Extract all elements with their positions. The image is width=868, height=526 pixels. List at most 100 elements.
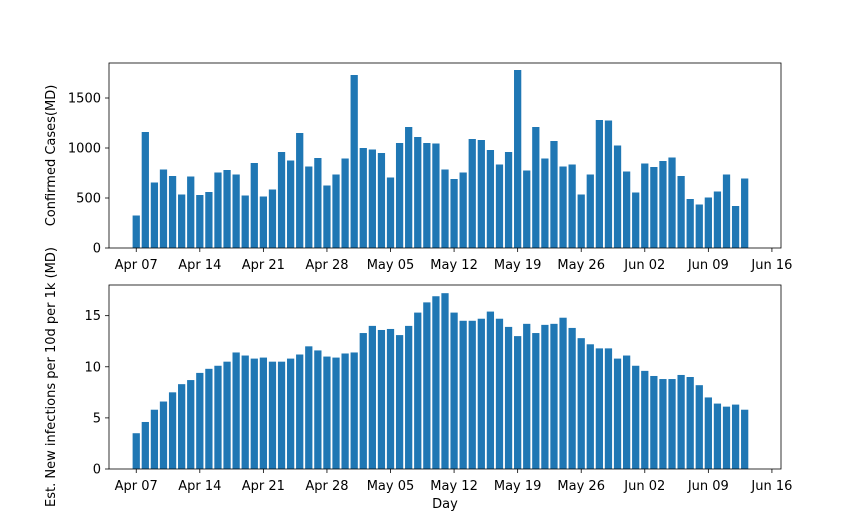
estimated-infections-bar (622, 355, 631, 469)
estimated-infections-bar (722, 406, 731, 469)
confirmed-cases-ylabel: Confirmed Cases(MD) (44, 85, 59, 227)
estimated-infections-bar (523, 323, 531, 469)
confirmed-cases-bar (504, 152, 513, 248)
estimated-infections-xlabel: Day (432, 497, 458, 512)
confirmed-cases-bar (232, 174, 240, 248)
confirmed-cases-bar (159, 169, 168, 248)
estimated-infections-bar (586, 344, 594, 469)
estimated-infections-bar (423, 302, 431, 469)
estimated-infections-bar (232, 352, 240, 469)
confirmed-cases-bar (704, 197, 712, 248)
confirmed-cases-x-tick-label: May 26 (557, 258, 605, 273)
confirmed-cases-x-tick-label: Jun 09 (687, 258, 729, 273)
estimated-infections-bar (277, 361, 286, 469)
estimated-infections-bar (150, 409, 159, 469)
confirmed-cases-bar (323, 185, 331, 248)
estimated-infections-bar (568, 327, 576, 469)
confirmed-cases-bar (541, 158, 549, 248)
confirmed-cases-bar (132, 215, 140, 248)
confirmed-cases-bar (377, 153, 386, 248)
estimated-infections-bar (541, 324, 549, 469)
estimated-infections-bar (441, 293, 449, 469)
estimated-infections-bar (686, 377, 694, 469)
estimated-infections-bar (405, 325, 413, 469)
estimated-infections-bar (223, 361, 231, 469)
estimated-infections-x-tick-label: Apr 07 (115, 479, 158, 494)
estimated-infections-bar (296, 354, 304, 469)
confirmed-cases-axes: Apr 07 Apr 14 Apr 21 Apr 28 May 05 May 12 May … (68, 62, 792, 273)
estimated-infections-bars (132, 293, 749, 469)
estimated-infections-bar (477, 318, 485, 469)
confirmed-cases-bar (359, 148, 367, 248)
estimated-infections-ylabel: Est. New infections per 10d per 1k (MD) (44, 247, 59, 507)
confirmed-cases-bar (259, 196, 268, 248)
estimated-infections-bar (196, 372, 204, 469)
confirmed-cases-bar (486, 150, 495, 248)
estimated-infections-bar (305, 346, 313, 469)
estimated-infections-bar (486, 311, 495, 469)
confirmed-cases-bar (659, 161, 667, 248)
confirmed-cases-bar (577, 194, 585, 248)
confirmed-cases-bar (550, 141, 558, 248)
estimated-infections-x-tick-label: Jun 16 (750, 479, 792, 494)
confirmed-cases-bar (277, 152, 286, 248)
confirmed-cases-x-tick-label: May 12 (430, 258, 478, 273)
estimated-infections-bar (323, 356, 331, 469)
confirmed-cases-bar (559, 166, 567, 248)
confirmed-cases-bar (305, 166, 313, 248)
confirmed-cases-bar (241, 195, 249, 248)
estimated-infections-bar (141, 421, 149, 469)
estimated-infections-bar (259, 357, 268, 469)
confirmed-cases-bar (314, 158, 322, 248)
estimated-infections-bar (632, 365, 640, 469)
confirmed-cases-bar (450, 179, 458, 248)
confirmed-cases-bar (713, 191, 722, 248)
confirmed-cases-bar (523, 170, 531, 248)
confirmed-cases-bar (722, 174, 731, 248)
estimated-infections-bar (713, 403, 722, 469)
confirmed-cases-bar (586, 174, 594, 248)
estimated-infections-x-tick-label: Jun 02 (623, 479, 665, 494)
confirmed-cases-bar (441, 169, 449, 248)
confirmed-cases-bar (332, 174, 340, 248)
estimated-infections-bar (205, 368, 213, 469)
estimated-infections-bar (604, 348, 613, 469)
confirmed-cases-x-tick-label: Apr 14 (178, 258, 221, 273)
confirmed-cases-bars (132, 70, 749, 248)
confirmed-cases-bar (604, 120, 613, 248)
estimated-infections-bar (359, 333, 367, 469)
estimated-infections-bar (432, 296, 440, 469)
confirmed-cases-bar (459, 172, 467, 248)
estimated-infections-y-tick-label: 15 (84, 309, 101, 324)
estimated-infections-x-tick-label: Apr 14 (178, 479, 221, 494)
confirmed-cases-x-tick-label: Jun 02 (623, 258, 665, 273)
confirmed-cases-y-tick-label: 500 (76, 192, 101, 207)
estimated-infections-bar (559, 317, 567, 469)
estimated-infections-x-tick-label: May 05 (367, 479, 415, 494)
estimated-infections-bar (377, 329, 386, 469)
estimated-infections-bar (668, 379, 676, 469)
estimated-infections-bar (695, 385, 703, 469)
confirmed-cases-bar (677, 176, 685, 248)
confirmed-cases-bar (341, 158, 349, 248)
estimated-infections-bar (268, 361, 277, 469)
estimated-infections-bar (514, 336, 522, 469)
estimated-infections-bar (459, 320, 467, 469)
estimated-infections-bar (641, 370, 649, 469)
confirmed-cases-bar (141, 132, 149, 248)
confirmed-cases-bar (405, 127, 413, 248)
confirmed-cases-bar (622, 171, 631, 248)
estimated-infections-x-tick-label: Jun 09 (687, 479, 729, 494)
confirmed-cases-bar (350, 75, 358, 248)
estimated-infections-bar (450, 312, 458, 469)
estimated-infections-plot-frame (108, 284, 782, 470)
estimated-infections-x-tick-label: Apr 28 (305, 479, 348, 494)
estimated-infections-bar (731, 404, 740, 469)
confirmed-cases-bar (641, 163, 649, 248)
estimated-infections-x-tick-label: May 12 (430, 479, 478, 494)
confirmed-cases-bar (386, 177, 395, 248)
estimated-infections-y-tick-label: 5 (93, 411, 101, 426)
estimated-infections-bar (677, 374, 685, 469)
confirmed-cases-bar (595, 120, 604, 248)
